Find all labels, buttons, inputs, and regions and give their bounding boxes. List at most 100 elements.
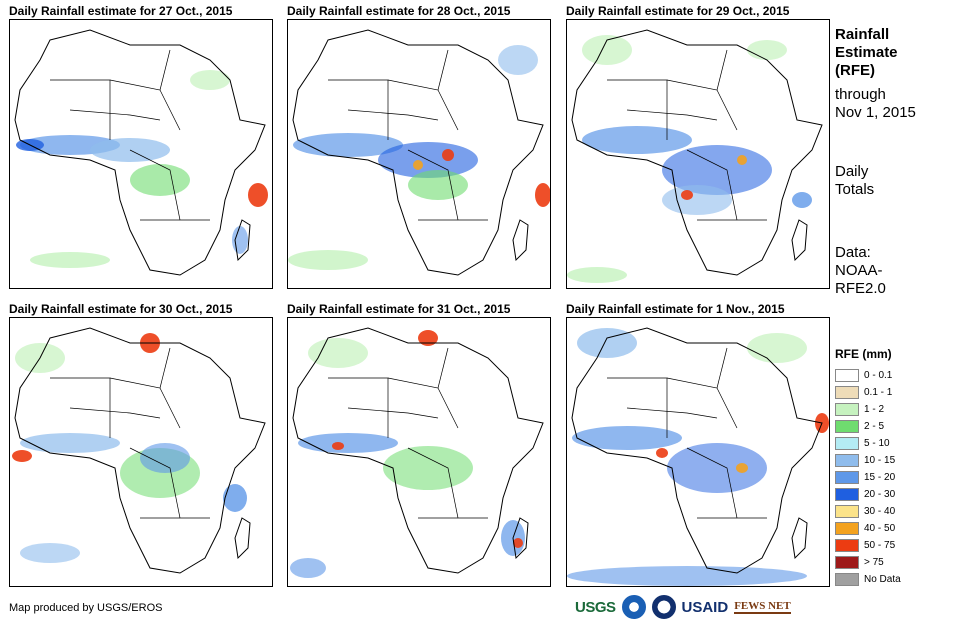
map-title: Daily Rainfall estimate for 29 Oct., 201… (566, 4, 790, 18)
legend-label: 15 - 20 (864, 472, 896, 483)
map-panel-27-oct: Daily Rainfall estimate for 27 Oct., 201… (9, 4, 273, 300)
data-source: Data: NOAA- RFE2.0 (835, 244, 945, 298)
legend-swatch (835, 522, 859, 535)
legend-label: No Data (864, 574, 901, 585)
legend-label: 50 - 75 (864, 540, 896, 551)
map-panel-31-oct: Daily Rainfall estimate for 31 Oct., 201… (287, 302, 551, 598)
legend-swatch (835, 573, 859, 586)
logo-strip: USGS USAID FEWS NET (575, 592, 831, 622)
legend-label: 2 - 5 (864, 421, 885, 432)
country-borders (50, 347, 210, 519)
data-line: RFE2.0 (835, 280, 886, 297)
legend-item: No Data (835, 571, 960, 588)
title-line: (RFE) (835, 62, 875, 79)
legend-swatch (835, 505, 859, 518)
map-frame (9, 317, 273, 587)
daily-line: Daily (835, 163, 869, 180)
legend-label: 10 - 15 (864, 455, 896, 466)
africa-coastline (571, 327, 823, 574)
data-line: NOAA- (835, 262, 883, 279)
country-borders (50, 49, 210, 221)
title-line: Rainfall (835, 26, 890, 43)
dos-seal-icon (651, 595, 676, 619)
legend-swatch (835, 454, 859, 467)
africa-coastline (14, 327, 266, 574)
rainfall-overlay (567, 328, 829, 586)
country-borders (328, 347, 488, 519)
africa-rainfall-map (14, 29, 268, 276)
legend-item: 20 - 30 (835, 486, 960, 503)
legend-title: RFE (mm) (835, 347, 892, 361)
legend-item: > 75 (835, 554, 960, 571)
usaid-logo: USAID (681, 598, 729, 616)
legend-item: 15 - 20 (835, 469, 960, 486)
country-borders (328, 49, 488, 221)
map-frame (287, 19, 551, 289)
legend-label: 1 - 2 (864, 404, 885, 415)
legend-item: 40 - 50 (835, 520, 960, 537)
legend-label: 30 - 40 (864, 506, 896, 517)
rainfall-overlay (290, 330, 525, 578)
africa-coastline (14, 29, 266, 276)
country-borders (607, 347, 767, 519)
map-panel-29-oct: Daily Rainfall estimate for 29 Oct., 201… (566, 4, 830, 300)
madagascar-outline (791, 219, 808, 262)
legend-item: 50 - 75 (835, 537, 960, 554)
africa-coastline (292, 327, 544, 574)
legend-label: 0.1 - 1 (864, 387, 893, 398)
legend-label: > 75 (864, 557, 884, 568)
daily-totals-label: Daily Totals (835, 163, 945, 199)
map-title: Daily Rainfall estimate for 1 Nov., 2015 (566, 302, 785, 316)
data-line: Data: (835, 244, 871, 261)
product-title: Rainfall Estimate (RFE) (835, 26, 945, 80)
africa-rainfall-map (12, 327, 266, 574)
through-line: through (835, 86, 886, 103)
map-title: Daily Rainfall estimate for 28 Oct., 201… (287, 4, 511, 18)
through-date: through Nov 1, 2015 (835, 86, 960, 122)
africa-rainfall-map (290, 327, 544, 578)
daily-line: Totals (835, 181, 875, 198)
legend-item: 0 - 0.1 (835, 367, 960, 384)
usgs-logo: USGS (575, 598, 616, 616)
legend-swatch (835, 403, 859, 416)
legend-swatch (835, 420, 859, 433)
rainfall-overlay (567, 35, 812, 283)
legend-swatch (835, 556, 859, 569)
africa-coastline (571, 29, 823, 276)
africa-rainfall-map (567, 327, 829, 586)
map-frame (9, 19, 273, 289)
map-credit: Map produced by USGS/EROS (9, 602, 163, 614)
rfe-legend: RFE (mm) 0 - 0.1 0.1 - 1 1 - 2 2 - 5 5 - 10 1… (835, 347, 960, 588)
map-panel-28-oct: Daily Rainfall estimate for 28 Oct., 201… (287, 4, 551, 300)
legend-label: 0 - 0.1 (864, 370, 893, 381)
madagascar-outline (234, 219, 251, 262)
legend-item: 10 - 15 (835, 452, 960, 469)
title-line: Estimate (835, 44, 898, 61)
legend-swatch (835, 386, 859, 399)
legend-item: 5 - 10 (835, 435, 960, 452)
africa-coastline (292, 29, 544, 276)
madagascar-outline (791, 517, 808, 560)
legend-item: 30 - 40 (835, 503, 960, 520)
legend-item: 0.1 - 1 (835, 384, 960, 401)
rainfall-overlay (12, 333, 247, 563)
legend-swatch (835, 471, 859, 484)
map-title: Daily Rainfall estimate for 31 Oct., 201… (287, 302, 511, 316)
legend-label: 40 - 50 (864, 523, 896, 534)
rainfall-overlay (288, 45, 550, 270)
legend-item: 2 - 5 (835, 418, 960, 435)
map-panel-1-nov: Daily Rainfall estimate for 1 Nov., 2015 (566, 302, 830, 598)
map-frame (566, 19, 830, 289)
through-line: Nov 1, 2015 (835, 104, 916, 121)
map-title: Daily Rainfall estimate for 27 Oct., 201… (9, 4, 233, 18)
legend-label: 5 - 10 (864, 438, 890, 449)
map-frame (287, 317, 551, 587)
madagascar-outline (512, 517, 529, 560)
map-title: Daily Rainfall estimate for 30 Oct., 201… (9, 302, 233, 316)
legend-swatch (835, 539, 859, 552)
africa-rainfall-map (567, 29, 823, 283)
legend-swatch (835, 437, 859, 450)
madagascar-outline (234, 517, 251, 560)
legend-swatch (835, 488, 859, 501)
